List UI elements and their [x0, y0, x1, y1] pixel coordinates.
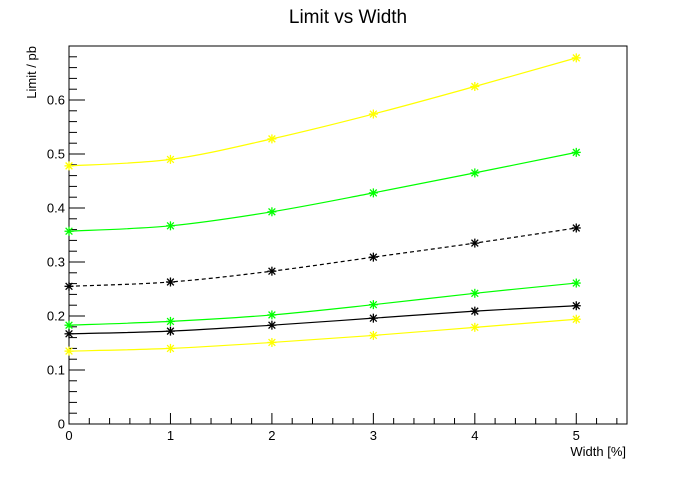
data-point — [571, 53, 581, 63]
series-line — [68, 227, 577, 287]
data-point — [368, 252, 378, 262]
series-line — [68, 282, 577, 326]
series-2 — [64, 223, 581, 291]
data-point — [571, 314, 581, 324]
data-point — [470, 288, 480, 298]
data-point — [64, 346, 74, 356]
data-point — [267, 320, 277, 330]
x-tick-label: 2 — [268, 428, 275, 443]
x-tick-label: 1 — [167, 428, 174, 443]
data-point — [368, 300, 378, 310]
data-point — [470, 82, 480, 91]
data-point — [64, 329, 74, 339]
data-point — [470, 306, 480, 316]
data-point — [165, 326, 175, 336]
series-5 — [64, 314, 581, 356]
x-axis: 0 1 2 3 4 5 — [65, 413, 618, 443]
series-layer — [64, 53, 581, 356]
data-point — [470, 322, 480, 332]
y-tick-label: 0.6 — [47, 93, 65, 108]
data-point — [64, 161, 74, 171]
data-point — [470, 168, 480, 178]
data-point — [368, 313, 378, 323]
data-point — [165, 154, 175, 164]
y-tick-label: 0 — [58, 417, 65, 432]
data-point — [368, 330, 378, 340]
data-point — [267, 207, 277, 217]
x-tick-label: 0 — [65, 428, 72, 443]
data-point — [64, 320, 74, 330]
x-tick-label: 5 — [573, 428, 580, 443]
data-point — [368, 188, 378, 198]
series-line — [68, 57, 577, 167]
y-tick-label: 0.4 — [47, 201, 65, 216]
x-tick-label: 3 — [370, 428, 377, 443]
data-point — [267, 337, 277, 347]
data-point — [571, 301, 581, 311]
data-point — [267, 266, 277, 276]
x-tick-label: 4 — [471, 428, 478, 443]
y-tick-label: 0.3 — [47, 255, 65, 270]
chart-title: Limit vs Width — [289, 7, 407, 28]
y-axis: 0 0.1 0.2 0.3 0.4 0.5 0.6 — [47, 56, 85, 432]
series-1 — [64, 147, 581, 236]
x-axis-label: Width [%] — [570, 444, 626, 459]
y-axis-label: Limit / pb — [24, 46, 39, 99]
data-point — [165, 221, 175, 231]
data-point — [165, 343, 175, 353]
data-point — [470, 238, 480, 248]
y-tick-label: 0.1 — [47, 363, 65, 378]
data-point — [64, 281, 74, 291]
series-line — [68, 305, 577, 335]
y-tick-label: 0.2 — [47, 309, 65, 324]
data-point — [165, 277, 175, 287]
data-point — [267, 310, 277, 320]
series-line — [68, 151, 577, 232]
series-line — [68, 318, 577, 352]
data-point — [571, 278, 581, 288]
data-point — [571, 147, 581, 157]
data-point — [64, 226, 74, 236]
data-point — [165, 316, 175, 326]
data-point — [571, 223, 581, 233]
series-0 — [64, 53, 581, 171]
data-point — [267, 134, 277, 144]
data-point — [368, 109, 378, 119]
y-tick-label: 0.5 — [47, 147, 65, 162]
series-3 — [64, 278, 581, 330]
series-4 — [64, 301, 581, 339]
